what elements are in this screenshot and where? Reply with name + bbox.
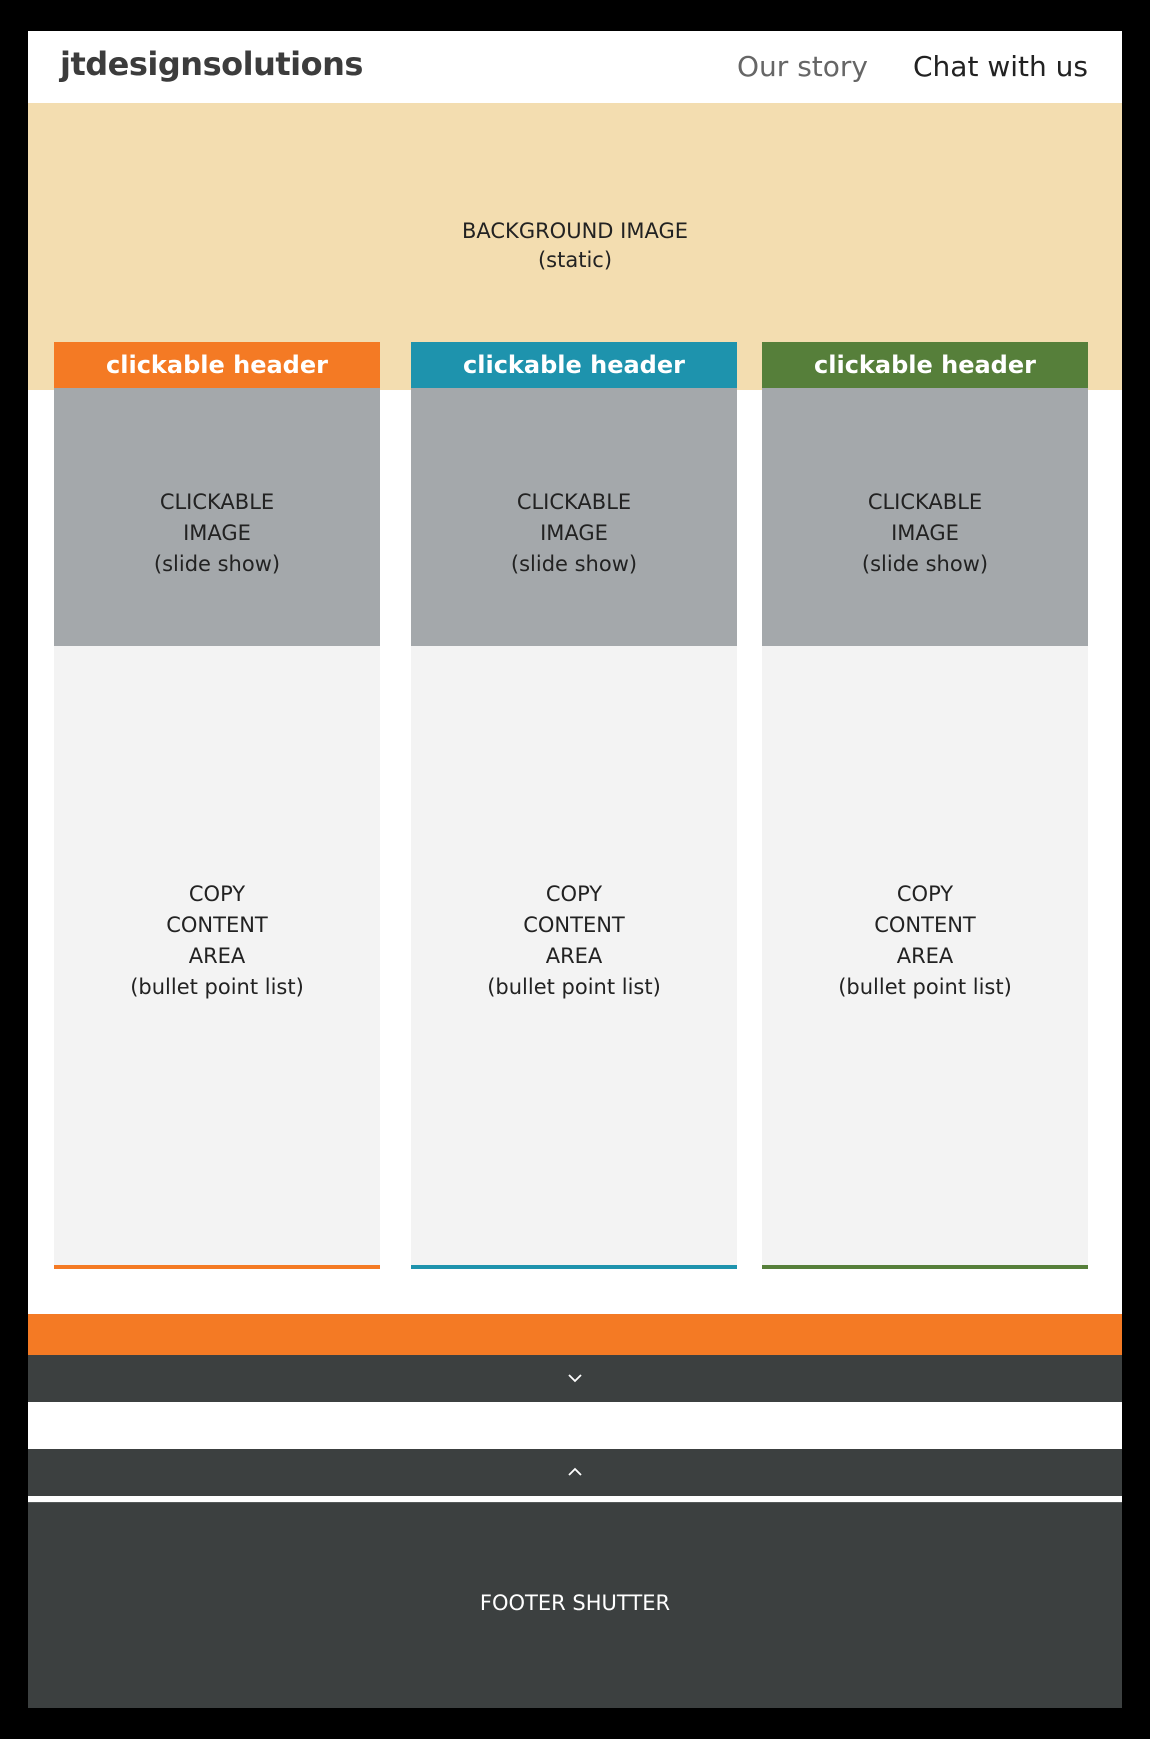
image-label-line: IMAGE xyxy=(891,521,959,545)
chevron-up-icon xyxy=(568,1467,582,1476)
top-navigation-bar: jtdesignsolutions Our story Chat with us xyxy=(28,31,1122,103)
nav-our-story[interactable]: Our story xyxy=(737,50,868,83)
copy-label-line: CONTENT xyxy=(523,913,625,937)
column-2-image-placeholder: CLICKABLE IMAGE (slide show) xyxy=(411,487,737,580)
image-label-line: (slide show) xyxy=(510,552,638,576)
image-label-line: CLICKABLE xyxy=(516,490,632,514)
copy-label-line: AREA xyxy=(896,944,954,968)
column-3-image-placeholder: CLICKABLE IMAGE (slide show) xyxy=(762,487,1088,580)
copy-label-line: (bullet point list) xyxy=(487,975,661,999)
copy-label-line: AREA xyxy=(188,944,246,968)
column-1-image-placeholder: CLICKABLE IMAGE (slide show) xyxy=(54,487,380,580)
column-3-copy-placeholder: COPY CONTENT AREA (bullet point list) xyxy=(762,879,1088,1003)
hero-label: BACKGROUND IMAGE xyxy=(461,219,688,243)
column-1-copy-content-area: COPY CONTENT AREA (bullet point list) xyxy=(54,646,380,1269)
feature-column-1: clickable header CLICKABLE IMAGE (slide … xyxy=(54,342,380,1298)
hero-sublabel: (static) xyxy=(537,248,613,272)
nav-chat-with-us[interactable]: Chat with us xyxy=(913,50,1088,83)
shutter-collapse-toggle[interactable] xyxy=(28,1449,1122,1496)
column-1-clickable-image[interactable]: CLICKABLE IMAGE (slide show) xyxy=(54,388,380,646)
hero-placeholder-text: BACKGROUND IMAGE (static) xyxy=(28,217,1122,275)
copy-label-line: COPY xyxy=(188,882,246,906)
copy-label-line: COPY xyxy=(896,882,954,906)
column-3-clickable-header[interactable]: clickable header xyxy=(762,342,1088,388)
page: jtdesignsolutions Our story Chat with us… xyxy=(28,31,1122,1708)
copy-label-line: CONTENT xyxy=(166,913,268,937)
footer-shutter: FOOTER SHUTTER xyxy=(28,1502,1122,1708)
column-3-copy-content-area: COPY CONTENT AREA (bullet point list) xyxy=(762,646,1088,1269)
image-label-line: IMAGE xyxy=(540,521,608,545)
copy-label-line: (bullet point list) xyxy=(838,975,1012,999)
column-2-copy-placeholder: COPY CONTENT AREA (bullet point list) xyxy=(411,879,737,1003)
copy-label-line: (bullet point list) xyxy=(130,975,304,999)
site-logo[interactable]: jtdesignsolutions xyxy=(60,45,363,83)
image-label-line: CLICKABLE xyxy=(159,490,275,514)
feature-column-2: clickable header CLICKABLE IMAGE (slide … xyxy=(411,342,737,1298)
image-label-line: (slide show) xyxy=(153,552,281,576)
image-label-line: (slide show) xyxy=(861,552,989,576)
column-3-clickable-image[interactable]: CLICKABLE IMAGE (slide show) xyxy=(762,388,1088,646)
column-2-clickable-image[interactable]: CLICKABLE IMAGE (slide show) xyxy=(411,388,737,646)
image-label-line: IMAGE xyxy=(183,521,251,545)
column-2-clickable-header[interactable]: clickable header xyxy=(411,342,737,388)
column-2-copy-content-area: COPY CONTENT AREA (bullet point list) xyxy=(411,646,737,1269)
copy-label-line: COPY xyxy=(545,882,603,906)
shutter-expand-toggle[interactable] xyxy=(28,1355,1122,1402)
column-1-copy-placeholder: COPY CONTENT AREA (bullet point list) xyxy=(54,879,380,1003)
feature-column-3: clickable header CLICKABLE IMAGE (slide … xyxy=(762,342,1088,1298)
column-1-clickable-header[interactable]: clickable header xyxy=(54,342,380,388)
chevron-down-icon xyxy=(568,1374,582,1383)
footer-label: FOOTER SHUTTER xyxy=(479,1591,671,1615)
image-label-line: CLICKABLE xyxy=(867,490,983,514)
orange-divider-band xyxy=(28,1314,1122,1355)
copy-label-line: AREA xyxy=(545,944,603,968)
copy-label-line: CONTENT xyxy=(874,913,976,937)
